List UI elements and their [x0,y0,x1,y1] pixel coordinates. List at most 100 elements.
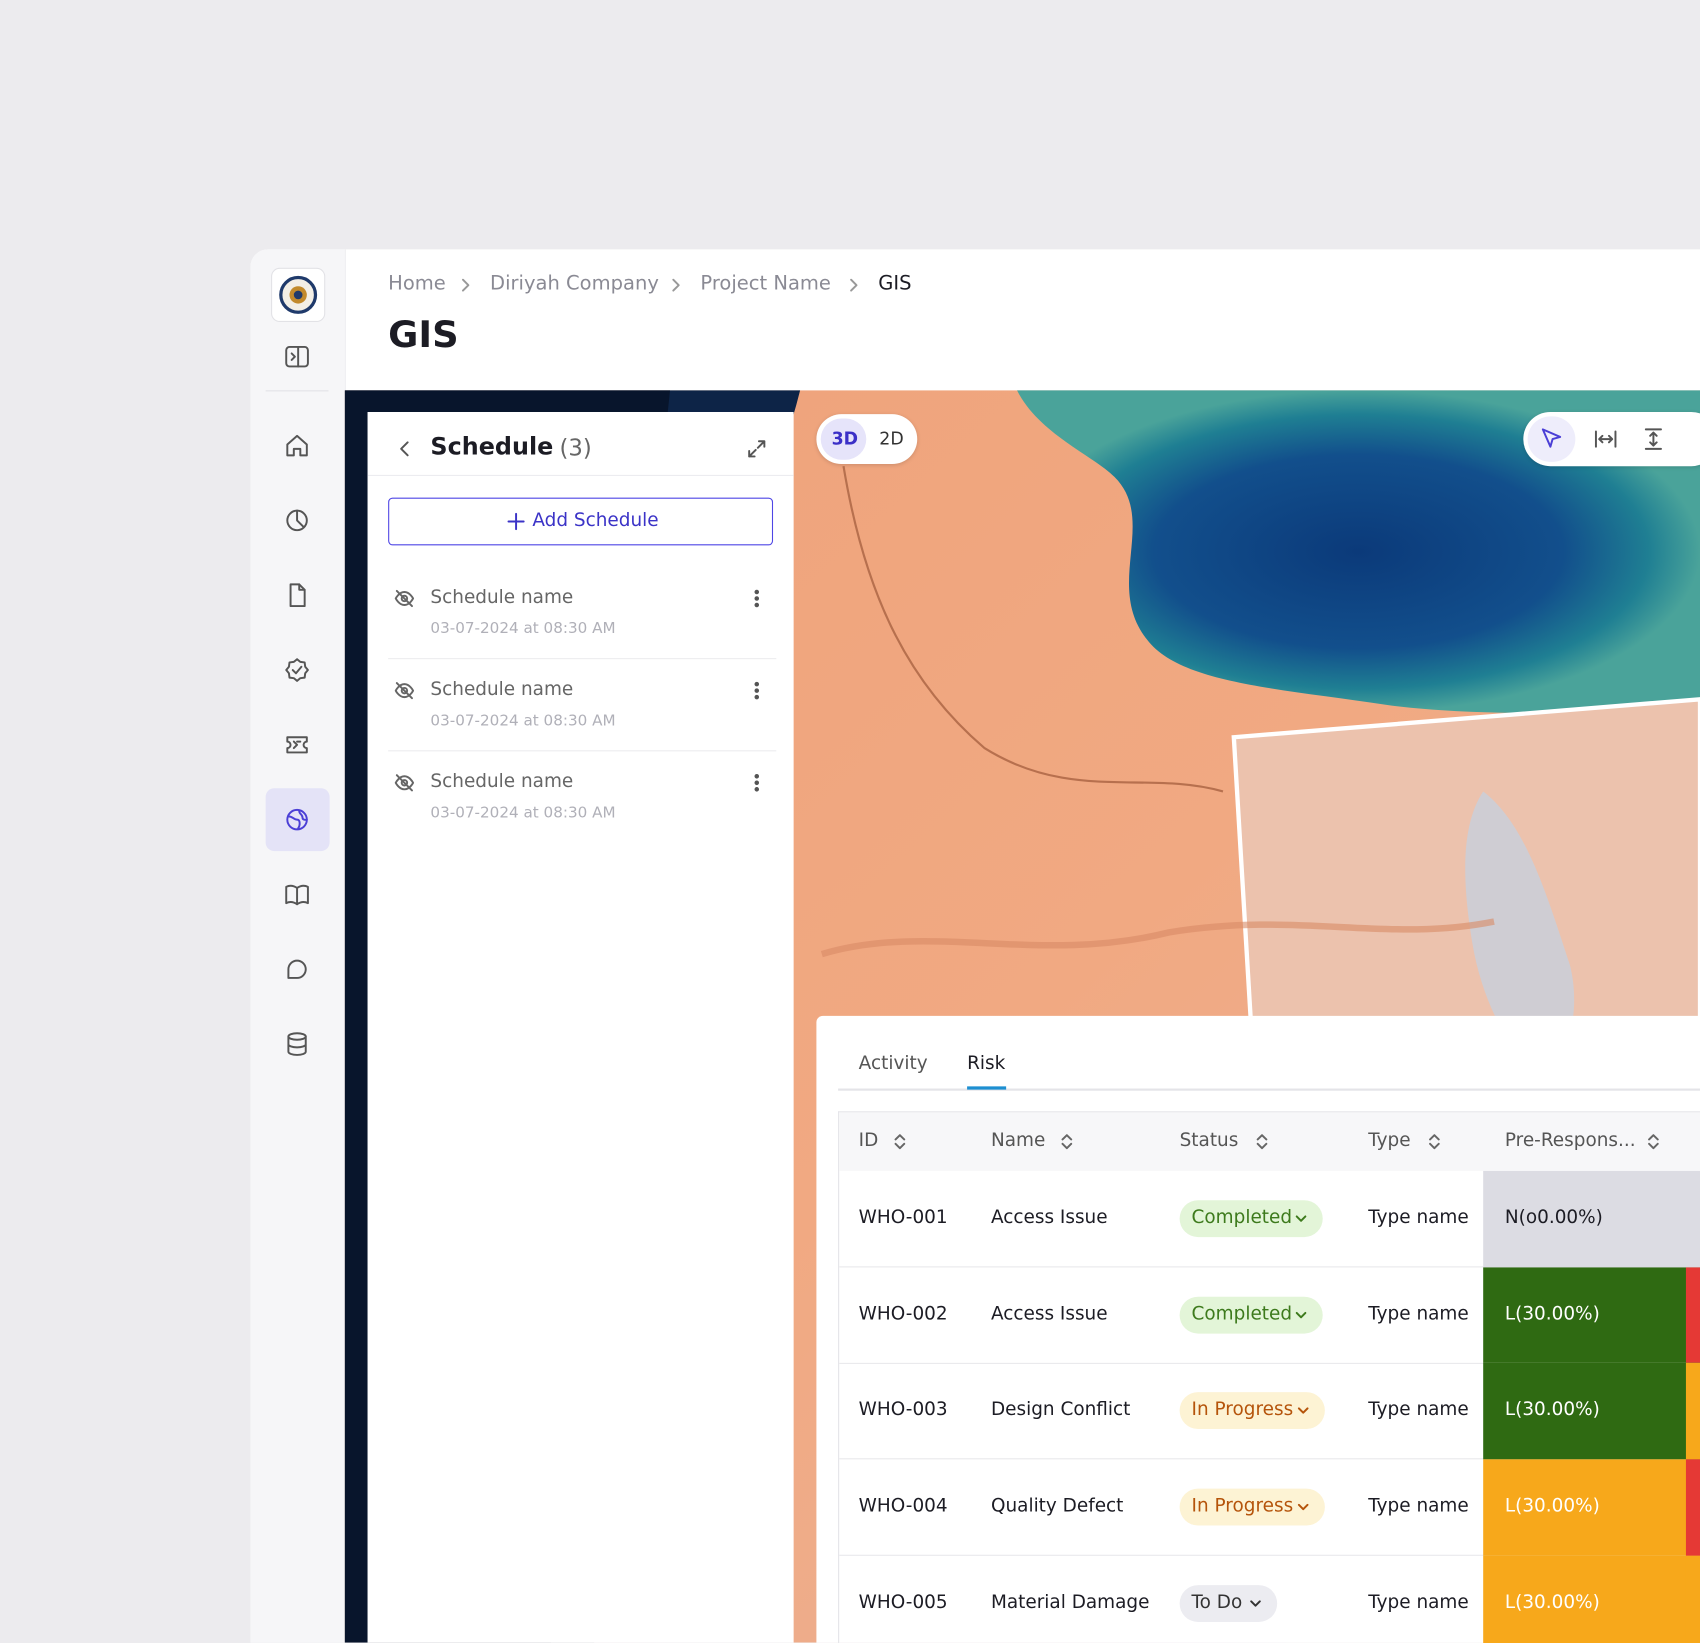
visibility-off-icon[interactable] [394,680,416,702]
tab-risk[interactable]: Risk [967,1052,1006,1075]
tool-measure-h[interactable] [1593,426,1619,452]
sort-icon[interactable] [1056,1131,1078,1153]
status-chevron[interactable] [1245,1592,1267,1614]
next-cell-edge [1685,1267,1700,1364]
sort-icon[interactable] [889,1131,911,1153]
status-label[interactable]: In Progress [1191,1495,1294,1517]
breadcrumb-item[interactable]: Diriyah Company [490,272,659,295]
cell-text: N(o0.00%) [1504,1206,1603,1229]
breadcrumb-item[interactable]: Project Name [700,272,831,295]
status-chevron[interactable] [1292,1400,1314,1422]
status-chevron[interactable] [1292,1496,1314,1518]
cell-text: Type name [1368,1302,1469,1325]
visibility-off-icon[interactable] [394,772,416,794]
panel-divider [367,474,794,476]
back-icon[interactable] [394,438,416,460]
view-toggle-active[interactable] [820,418,867,460]
cell-text: WHO-005 [858,1591,948,1614]
page-title: GIS [388,313,459,357]
table [838,1111,1700,1643]
cell-text: L(30.00%) [1504,1495,1600,1517]
risk-level-cell [1483,1170,1700,1268]
tool-measure-v[interactable] [1640,426,1666,452]
status-label[interactable]: In Progress [1191,1399,1294,1421]
schedule-date: 03-07-2024 at 08:30 AM [430,804,616,822]
schedule-count: (3) [559,434,592,461]
column-header[interactable]: Status [1179,1129,1239,1152]
column-header[interactable]: Name [990,1129,1046,1152]
visibility-off-icon[interactable] [394,588,416,610]
column-header[interactable]: Type [1368,1129,1411,1152]
expand-icon[interactable] [746,438,768,460]
breadcrumb-item: GIS [878,272,912,295]
more-icon[interactable] [746,772,768,794]
status-label[interactable]: Completed [1191,1206,1293,1229]
nav-database[interactable] [284,1031,310,1057]
cell-text: L(30.00%) [1504,1399,1600,1421]
nav-tickets[interactable] [284,732,310,758]
add-icon[interactable] [506,512,526,532]
breadcrumb-separator [672,278,680,292]
next-cell-edge [1685,1555,1700,1643]
sort-icon[interactable] [1251,1131,1273,1153]
tab-indicator [967,1086,1007,1090]
table-row [839,1363,1700,1460]
view-3d[interactable]: 3D [831,428,859,449]
column-header[interactable]: Pre-Respons... [1504,1129,1636,1152]
schedule-title: Schedule [430,433,554,461]
add-schedule-label[interactable]: Add Schedule [532,509,659,532]
breadcrumb-separator [461,278,470,292]
schedule-date: 03-07-2024 at 08:30 AM [430,712,616,730]
cell-text: WHO-001 [858,1206,948,1229]
tool-select[interactable] [1538,426,1564,452]
sort-icon[interactable] [1643,1131,1665,1153]
more-icon[interactable] [746,680,768,702]
breadcrumb-separator [850,278,858,292]
item-divider [388,750,777,752]
logo-mark [279,275,318,314]
next-cell-edge [1685,1363,1700,1460]
risk-level-cell [1483,1555,1700,1643]
nav-gis[interactable] [284,807,310,833]
nav-library[interactable] [284,881,310,907]
status-label[interactable]: Completed [1191,1302,1293,1325]
schedule-name: Schedule name [430,770,574,793]
breadcrumb-item[interactable]: Home [388,272,446,295]
table-header [839,1112,1700,1171]
logo [271,267,326,323]
risk-level-cell [1483,1363,1700,1460]
tab-activity[interactable]: Activity [858,1052,928,1075]
sidebar [250,249,346,1643]
status-pill[interactable] [1179,1584,1278,1622]
cell-text: Material Damage [990,1591,1150,1614]
cell-text: Design Conflict [990,1399,1131,1421]
cell-text: WHO-003 [858,1399,948,1421]
nav-home[interactable] [284,433,310,459]
next-cell-edge [1685,1459,1700,1556]
cell-text: L(30.00%) [1504,1591,1600,1614]
more-icon[interactable] [746,588,768,610]
nav-approvals[interactable] [284,657,310,683]
status-label[interactable]: To Do [1191,1591,1243,1614]
cell-text: WHO-004 [858,1495,948,1517]
add-schedule-button[interactable] [388,497,774,546]
schedule-panel [367,411,794,1643]
cell-text: WHO-002 [858,1302,948,1325]
cell-text: L(30.00%) [1504,1302,1600,1325]
status-chevron[interactable] [1290,1304,1312,1326]
cell-text: Type name [1368,1399,1469,1421]
nav-chat[interactable] [284,956,310,982]
column-header[interactable]: ID [858,1129,879,1152]
sort-icon[interactable] [1424,1131,1446,1153]
nav-documents[interactable] [284,582,310,608]
view-2d[interactable]: 2D [879,428,904,449]
risk-level-cell [1483,1267,1700,1364]
status-chevron[interactable] [1290,1208,1312,1230]
nav-dashboard[interactable] [284,507,310,533]
sidebar-toggle-icon[interactable] [284,344,310,370]
risk-level-cell [1483,1459,1700,1556]
schedule-name: Schedule name [430,678,574,701]
tool-select-active[interactable] [1527,416,1576,462]
tabs-line [838,1088,1700,1091]
